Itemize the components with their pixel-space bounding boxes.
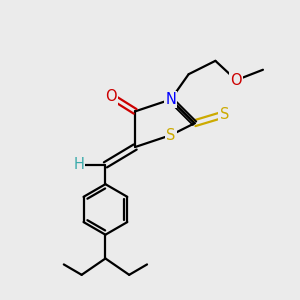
Text: S: S xyxy=(220,107,229,122)
Text: O: O xyxy=(106,89,117,104)
Text: H: H xyxy=(73,158,84,172)
Text: O: O xyxy=(230,73,242,88)
Text: N: N xyxy=(165,92,176,107)
Text: S: S xyxy=(166,128,176,142)
